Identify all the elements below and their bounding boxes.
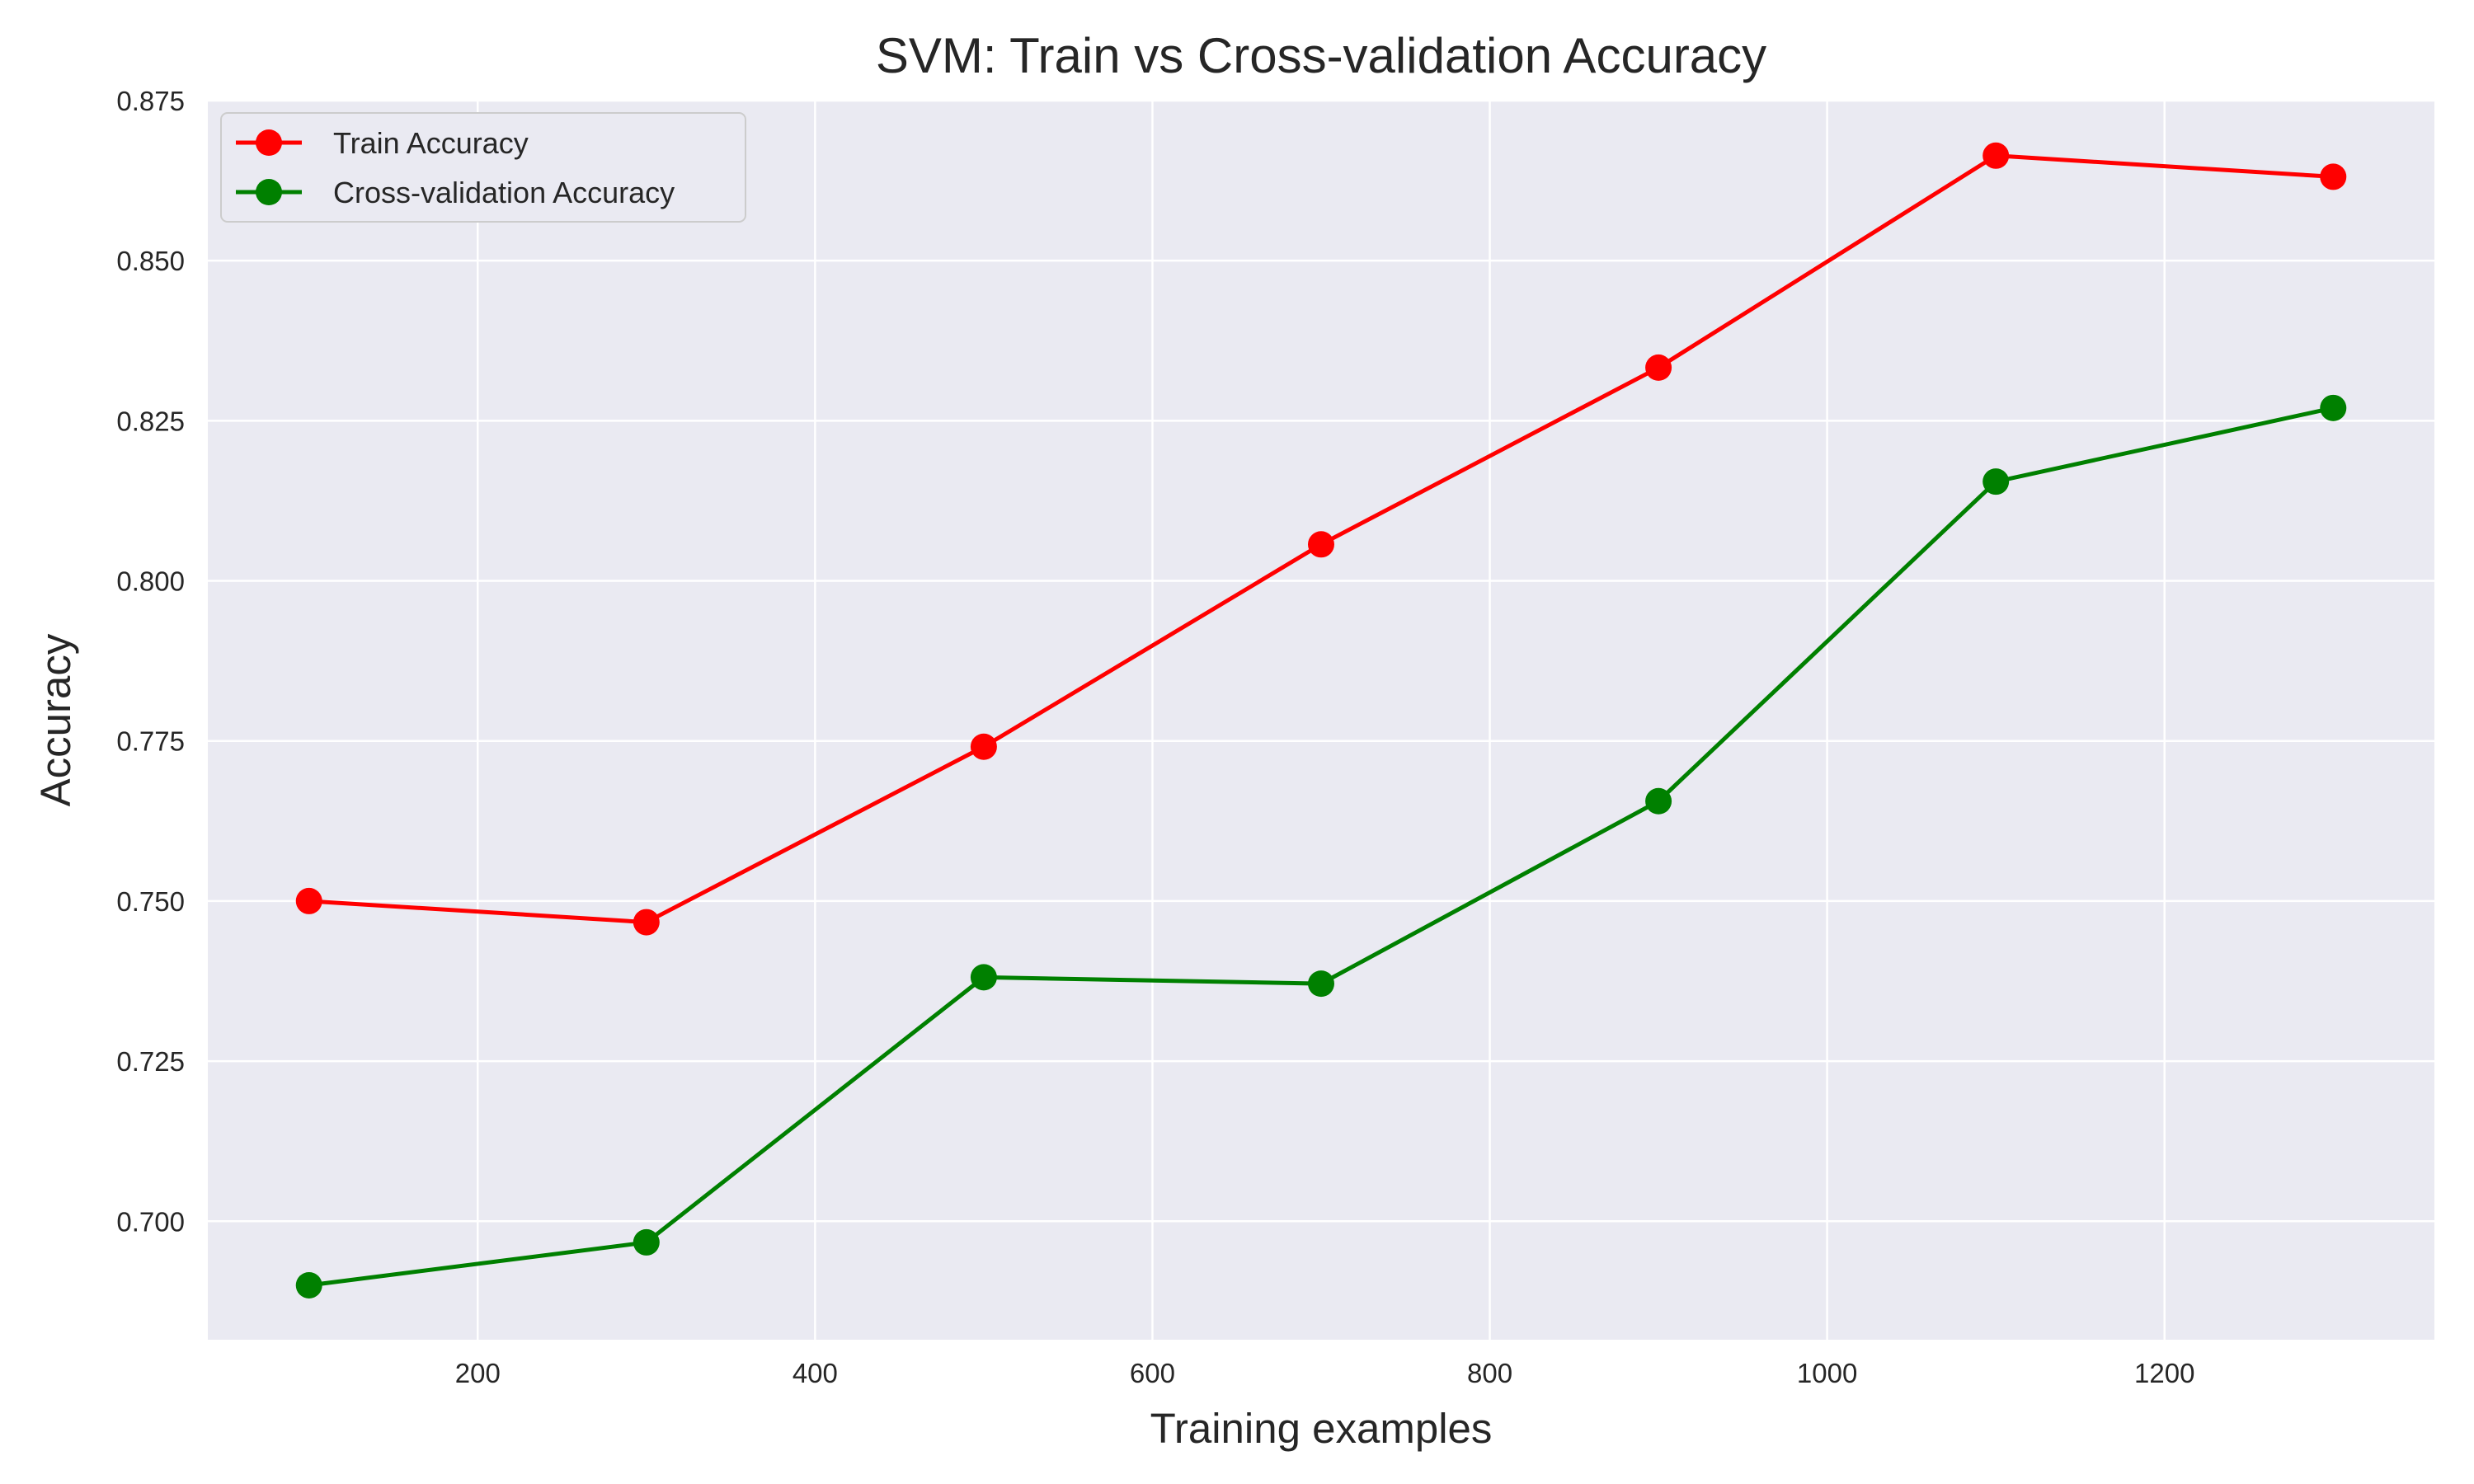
legend-swatch-marker [256,179,282,205]
legend-label: Train Accuracy [333,126,529,160]
y-tick-label: 0.725 [116,1046,185,1077]
legend-box [220,112,746,223]
x-tick-label: 1200 [2134,1358,2194,1388]
y-tick-label: 0.800 [116,566,185,597]
data-point [1645,787,1672,815]
y-axis-label: Accuracy [32,633,79,806]
plot-area [208,101,2434,1340]
series-layer [295,142,2347,1298]
legend-item: Train Accuracy [236,126,529,160]
x-tick-label: 800 [1467,1358,1512,1388]
x-tick-label: 1000 [1797,1358,1857,1388]
data-point [295,1271,322,1298]
data-point [1308,531,1334,558]
data-point [970,733,997,760]
grid [208,99,2434,1340]
tick-labels: 200 400 600 800 1000 1200 0.700 0.725 0.750 0.775… [116,86,2194,1388]
data-point [633,1228,660,1256]
data-point [1982,468,2010,495]
series-train [295,142,2347,936]
x-tick-label: 600 [1130,1358,1175,1388]
legend-swatch-marker [256,129,282,156]
legend-item: Cross-validation Accuracy [236,176,675,209]
data-point [1308,970,1334,998]
data-point [970,964,997,991]
data-point [1645,354,1672,381]
x-tick-label: 400 [793,1358,838,1388]
y-tick-label: 0.750 [116,886,185,917]
data-point [1982,142,2010,169]
data-point [633,909,660,936]
x-axis-label: Training examples [1150,1405,1493,1452]
y-tick-label: 0.850 [116,246,185,276]
x-tick-label: 200 [455,1358,501,1388]
data-point [2320,163,2347,190]
legend-label: Cross-validation Accuracy [333,176,675,209]
data-point [295,887,322,914]
y-tick-label: 0.875 [116,86,185,116]
chart-title: SVM: Train vs Cross-validation Accuracy [876,28,1766,83]
legend: Train Accuracy Cross-validation Accuracy [220,112,746,223]
y-tick-label: 0.700 [116,1206,185,1237]
y-tick-label: 0.825 [116,406,185,436]
data-point [2320,394,2347,421]
y-tick-label: 0.775 [116,726,185,757]
series-cross-validation [295,394,2347,1298]
